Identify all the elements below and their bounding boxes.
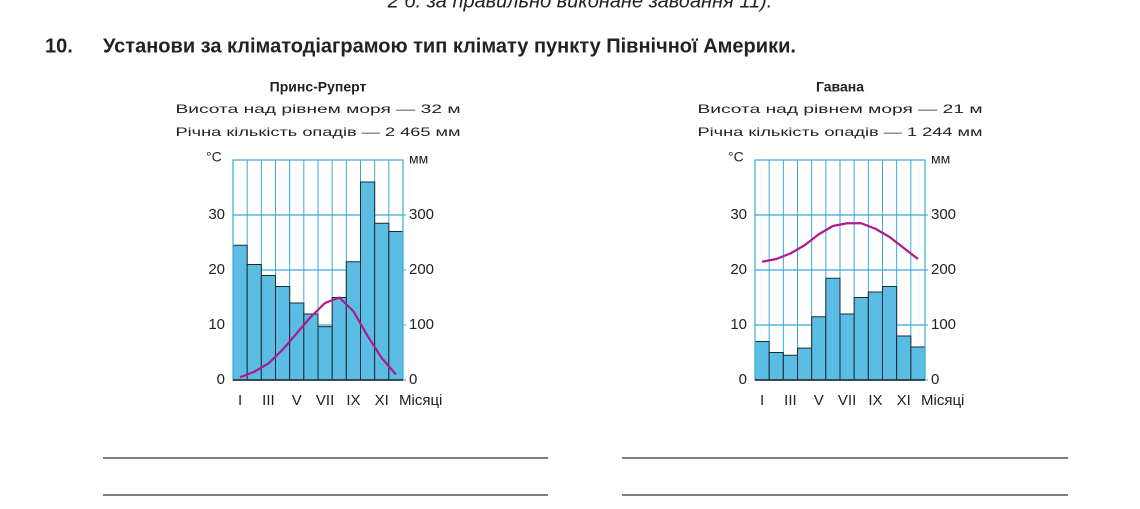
y2-tick-label: 200: [931, 261, 956, 278]
x-tick-label: IX: [346, 392, 360, 409]
x-tick-label: V: [292, 392, 302, 409]
header-text: 2 б. за правильно виконане завдання 11).: [387, 0, 773, 12]
y-tick-label: 30: [730, 206, 747, 223]
precipitation-bar: [317, 326, 333, 381]
question-text: Установи за кліматодіаграмою тип клімату…: [103, 35, 796, 57]
x-tick-label: VII: [838, 392, 856, 409]
precipitation-bar: [882, 286, 898, 381]
precipitation-bar: [232, 244, 248, 381]
chart-title: Гавана: [816, 79, 864, 95]
y-tick-label: 10: [208, 316, 225, 333]
precipitation-bar: [388, 231, 404, 381]
temperature-line: [761, 222, 919, 263]
y2-tick-label: 0: [931, 371, 939, 388]
precipitation-bar: [825, 277, 841, 381]
precipitation-bar: [289, 302, 305, 381]
y2-tick-label: 200: [409, 261, 434, 278]
precipitation-bar: [768, 352, 784, 381]
y-tick-label: 20: [208, 261, 225, 278]
x-tick-label: III: [784, 392, 797, 409]
precipitation-bar: [275, 286, 291, 381]
x-axis-label: Місяці: [399, 392, 442, 409]
question-number: 10.: [45, 35, 73, 57]
x-tick-label: VII: [316, 392, 334, 409]
precipitation-bar: [782, 354, 798, 381]
chart-title: Принс-Руперт: [270, 79, 367, 95]
y-tick-label: 0: [217, 371, 225, 388]
precipitation-bar: [867, 291, 883, 381]
precipitation-bar: [360, 181, 376, 381]
precipitation-bar: [246, 264, 262, 381]
precipitation-bar: [910, 346, 926, 381]
y-tick-label: 30: [208, 206, 225, 223]
chart-subtitle: Річна кількість опадів — 2 465 мм: [176, 125, 461, 139]
x-tick-label: III: [262, 392, 275, 409]
y2-axis-unit: мм: [931, 151, 950, 167]
y2-tick-label: 300: [409, 206, 434, 223]
y2-tick-label: 100: [931, 316, 956, 333]
y2-axis-unit: мм: [409, 151, 428, 167]
x-tick-label: V: [814, 392, 824, 409]
y2-tick-label: 300: [931, 206, 956, 223]
x-tick-label: XI: [375, 392, 389, 409]
precipitation-bar: [754, 341, 770, 381]
x-tick-label: I: [238, 392, 242, 409]
x-tick-label: IX: [868, 392, 882, 409]
x-tick-label: XI: [897, 392, 911, 409]
chart-subtitle: Річна кількість опадів — 1 244 мм: [698, 125, 983, 139]
x-tick-label: I: [760, 392, 764, 409]
y2-tick-label: 100: [409, 316, 434, 333]
chart-subtitle: Висота над рівнем моря — 21 м: [698, 102, 983, 116]
y-tick-label: 20: [730, 261, 747, 278]
precipitation-bar: [811, 316, 827, 381]
x-axis-label: Місяці: [921, 392, 964, 409]
precipitation-bar: [331, 297, 347, 381]
temperature-line: [239, 296, 397, 379]
precipitation-bar: [797, 347, 813, 381]
precipitation-bar: [896, 335, 912, 381]
y2-tick-label: 0: [409, 371, 417, 388]
y-axis-unit: °C: [206, 149, 222, 165]
precipitation-bar: [853, 297, 869, 381]
y-tick-label: 0: [739, 371, 747, 388]
chart-subtitle: Висота над рівнем моря — 32 м: [176, 102, 461, 116]
y-tick-label: 10: [730, 316, 747, 333]
y-axis-unit: °C: [728, 149, 744, 165]
precipitation-bar: [839, 313, 855, 381]
